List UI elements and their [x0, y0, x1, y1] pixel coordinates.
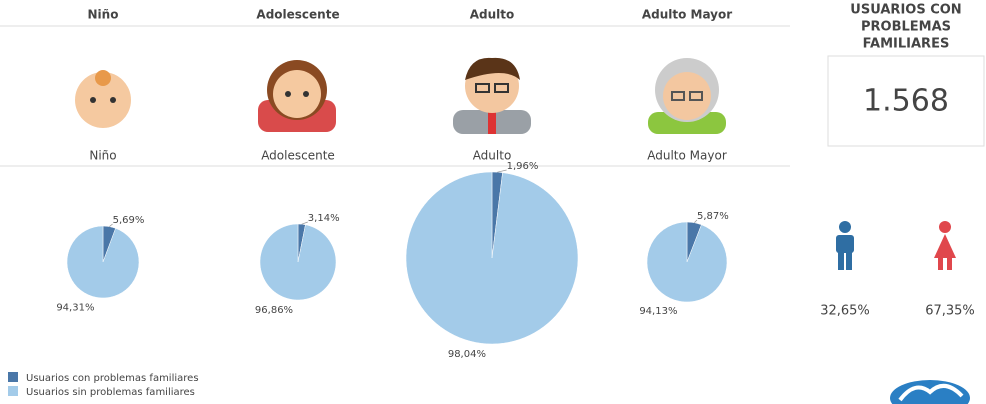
pie-label: 94,31% — [56, 302, 94, 313]
kpi-box — [827, 55, 985, 147]
leader-line — [694, 219, 698, 223]
pie-slice — [259, 223, 337, 301]
header: Adulto Mayor — [642, 8, 732, 22]
gender-label: 32,65% — [820, 304, 870, 319]
pie-title: Adolescente — [261, 149, 335, 163]
pie-label: 5,69% — [113, 215, 145, 226]
leader-line — [301, 221, 308, 225]
pie-slice — [66, 225, 140, 299]
leader-line — [497, 169, 507, 173]
header: Adulto — [470, 8, 515, 22]
pie-slice — [405, 171, 579, 345]
legend-label: Usuarios sin problemas familiares — [26, 387, 195, 398]
female-icon — [934, 221, 956, 270]
pie-title: Niño — [89, 149, 116, 163]
pie-label: 5,87% — [697, 211, 729, 222]
child-icon — [75, 70, 131, 128]
pie-title: Adulto Mayor — [647, 149, 727, 163]
legend-label: Usuarios con problemas familiares — [26, 373, 199, 384]
pie-label: 94,13% — [639, 306, 677, 317]
male-icon — [836, 221, 854, 270]
pie-label: 3,14% — [308, 213, 340, 224]
kpi-title: USUARIOS CON — [850, 3, 961, 18]
legend-swatch — [8, 386, 18, 396]
header: Adolescente — [256, 8, 339, 22]
adult-icon — [453, 57, 531, 134]
pie-label: 98,04% — [448, 349, 486, 360]
kpi-value: 1.568 — [863, 84, 949, 119]
pie-slice — [646, 221, 728, 303]
pie-title: Adulto — [473, 149, 512, 163]
pie-label: 1,96% — [507, 161, 539, 172]
elder-icon — [648, 58, 726, 134]
kpi-title: PROBLEMAS — [861, 20, 951, 35]
logo — [890, 380, 970, 404]
header: Niño — [88, 8, 119, 22]
teen-icon — [258, 60, 336, 132]
leader-line — [109, 223, 113, 227]
legend-swatch — [8, 372, 18, 382]
kpi-title: FAMILIARES — [863, 37, 950, 52]
pie-label: 96,86% — [255, 305, 293, 316]
gender-label: 67,35% — [925, 304, 975, 319]
